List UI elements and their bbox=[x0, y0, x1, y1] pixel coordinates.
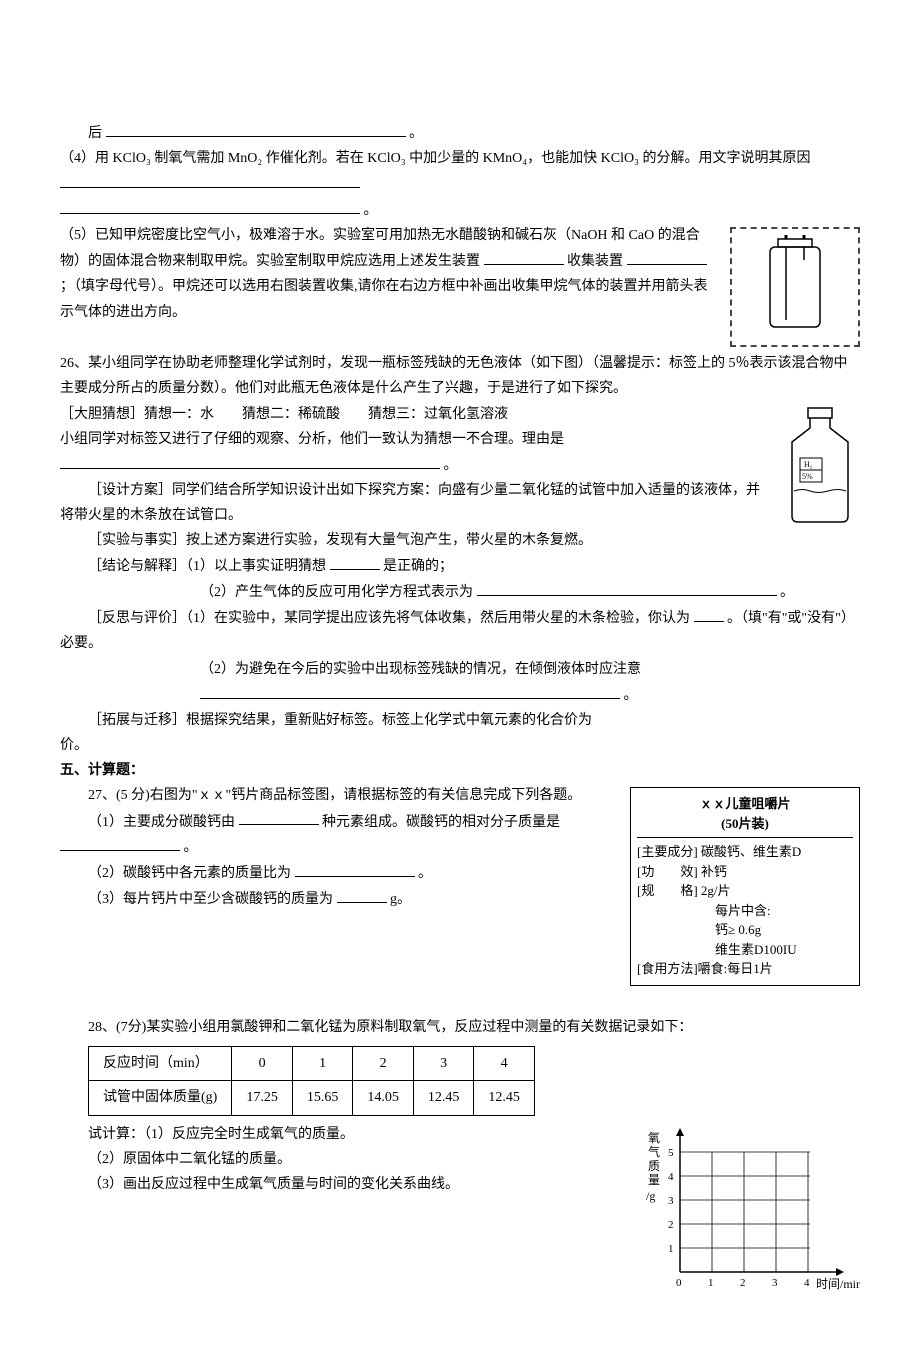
table-cell: 4 bbox=[474, 1047, 535, 1081]
design-scheme: ［设计方案］同学们结合所学知识设计出如下探究方案：向盛有少量二氧化锰的试管中加入… bbox=[60, 478, 860, 528]
table-cell: 14.05 bbox=[353, 1081, 414, 1115]
label-row: [规 格] 2g/片 bbox=[637, 881, 853, 901]
table-cell: 12.45 bbox=[413, 1081, 474, 1115]
table-header: 试管中固体质量(g) bbox=[89, 1081, 232, 1115]
label-row: 维生素D100IU bbox=[637, 940, 853, 960]
table-row: 反应时间（min） 0 1 2 3 4 bbox=[89, 1047, 535, 1081]
text: （2）为避免在今后的实验中出现标签残缺的情况，在倾倒液体时应注意 bbox=[200, 662, 641, 677]
svg-text:5: 5 bbox=[668, 1147, 674, 1159]
svg-text:1: 1 bbox=[668, 1243, 674, 1255]
svg-text:时间/min: 时间/min bbox=[816, 1277, 860, 1291]
text: 收集装置 bbox=[567, 254, 623, 269]
text: 种元素组成。碳酸钙的相对分子质量是 bbox=[322, 814, 560, 829]
drawing-answer-box bbox=[730, 227, 860, 347]
svg-text:/g: /g bbox=[646, 1189, 655, 1203]
blank-graph: 氧 气 质 量 /g 1 2 bbox=[640, 1122, 860, 1302]
text: （2）产生气体的反应可用化学方程式表示为 bbox=[200, 585, 473, 600]
blank bbox=[60, 171, 360, 188]
table-cell: 2 bbox=[353, 1047, 414, 1081]
guess-line: ［大胆猜想］猜想一：水 猜想二：稀硫酸 猜想三：过氧化氢溶液 bbox=[60, 402, 860, 427]
text: 。 bbox=[409, 126, 423, 141]
question-25-tail: 后 。 （4）用 KClO₃ 制氧气需加 MnO₂ 作催化剂。若在 KClO₃ … bbox=[60, 120, 860, 351]
product-title-2: (50片装) bbox=[637, 814, 853, 834]
text: （2）碳酸钙中各元素的质量比为 bbox=[88, 866, 291, 881]
svg-text:4: 4 bbox=[668, 1171, 674, 1183]
text: 。 bbox=[364, 203, 378, 218]
blank bbox=[239, 809, 319, 826]
text: 后 bbox=[88, 126, 102, 141]
svg-text:气: 气 bbox=[648, 1144, 660, 1159]
reagent-bottle-figure: H₂ 5% bbox=[780, 406, 860, 535]
question-28: 28、(7分)某实验小组用氯酸钾和二氧化锰为原料制取氧气，反应过程中测量的有关数… bbox=[60, 1015, 860, 1302]
label-row: [食用方法]嚼食:每日1片 bbox=[637, 959, 853, 979]
blank bbox=[627, 248, 707, 265]
text: g。 bbox=[390, 892, 411, 907]
gas-bottle-icon bbox=[760, 235, 830, 335]
text: 。 bbox=[418, 866, 432, 881]
text: 小组同学对标签又进行了仔细的观察、分析，他们一致认为猜想一不合理。理由是 bbox=[60, 432, 564, 447]
blank bbox=[484, 248, 564, 265]
blank bbox=[200, 682, 620, 699]
table-header: 反应时间（min） bbox=[89, 1047, 232, 1081]
blank bbox=[337, 886, 387, 903]
svg-text:3: 3 bbox=[668, 1195, 674, 1207]
blank bbox=[295, 860, 415, 877]
blank bbox=[694, 605, 724, 622]
table-cell: 17.25 bbox=[232, 1081, 293, 1115]
experiment-fact: ［实验与事实］按上述方案进行实验，发现有大量气泡产生，带火星的木条复燃。 bbox=[60, 528, 860, 553]
text: ；（填字母代号）。甲烷还可以选用右图装置收集,请你在右边方框中补画出收集甲烷气体… bbox=[60, 279, 708, 319]
bottle-label-5pct: 5% bbox=[802, 472, 813, 481]
text: 。 bbox=[444, 458, 458, 473]
bottle-label-h2: H₂ bbox=[804, 460, 813, 469]
reagent-bottle-icon: H₂ 5% bbox=[780, 406, 860, 526]
svg-text:4: 4 bbox=[804, 1277, 810, 1289]
graph-icon: 氧 气 质 量 /g 1 2 bbox=[640, 1122, 860, 1302]
label-row: 钙≥ 0.6g bbox=[637, 920, 853, 940]
blank bbox=[60, 452, 440, 469]
text: （4）用 KClO₃ 制氧气需加 MnO₂ 作催化剂。若在 KClO₃ 中加少量… bbox=[60, 151, 810, 166]
q26-intro: 26、某小组同学在协助老师整理化学试剂时，发现一瓶标签残缺的无色液体（如下图）（… bbox=[60, 351, 860, 401]
q28-intro: 28、(7分)某实验小组用氯酸钾和二氧化锰为原料制取氧气，反应过程中测量的有关数… bbox=[60, 1015, 860, 1040]
text: ［拓展与迁移］根据探究结果，重新贴好标签。标签上化学式中氧元素的化合价为 bbox=[88, 713, 592, 728]
table-cell: 3 bbox=[413, 1047, 474, 1081]
text: ［结论与解释］（1）以上事实证明猜想 bbox=[88, 559, 326, 574]
question-26: 26、某小组同学在协助老师整理化学试剂时，发现一瓶标签残缺的无色液体（如下图）（… bbox=[60, 351, 860, 758]
table-cell: 15.65 bbox=[292, 1081, 353, 1115]
label-row: [功 效] 补钙 bbox=[637, 862, 853, 882]
blank bbox=[60, 197, 360, 214]
svg-text:量: 量 bbox=[648, 1173, 660, 1187]
text: 价。 bbox=[60, 733, 860, 758]
text: 。 bbox=[184, 840, 198, 855]
data-table: 反应时间（min） 0 1 2 3 4 试管中固体质量(g) 17.25 15.… bbox=[88, 1046, 535, 1115]
table-cell: 12.45 bbox=[474, 1081, 535, 1115]
text: （3）每片钙片中至少含碳酸钙的质量为 bbox=[88, 892, 333, 907]
svg-text:1: 1 bbox=[708, 1277, 714, 1289]
question-27: ｘｘ儿童咀嚼片 (50片装) [主要成分] 碳酸钙、维生素D [功 效] 补钙 … bbox=[60, 783, 860, 990]
section-5-title: 五、计算题： bbox=[60, 758, 860, 783]
blank bbox=[477, 579, 777, 596]
table-cell: 1 bbox=[292, 1047, 353, 1081]
table-row: 试管中固体质量(g) 17.25 15.65 14.05 12.45 12.45 bbox=[89, 1081, 535, 1115]
product-title-1: ｘｘ儿童咀嚼片 bbox=[637, 794, 853, 814]
blank bbox=[330, 553, 380, 570]
label-row: [主要成分] 碳酸钙、维生素D bbox=[637, 842, 853, 862]
table-cell: 0 bbox=[232, 1047, 293, 1081]
text: 是正确的； bbox=[383, 559, 453, 574]
svg-text:0: 0 bbox=[676, 1277, 682, 1289]
text: （1）主要成分碳酸钙由 bbox=[88, 814, 235, 829]
label-row: 每片中含: bbox=[637, 901, 853, 921]
svg-text:质: 质 bbox=[648, 1159, 660, 1173]
svg-text:2: 2 bbox=[668, 1219, 674, 1231]
text: ［反思与评价］（1）在实验中，某同学提出应该先将气体收集，然后用带火星的木条检验… bbox=[88, 611, 690, 626]
svg-text:氧: 氧 bbox=[648, 1131, 660, 1145]
product-label-box: ｘｘ儿童咀嚼片 (50片装) [主要成分] 碳酸钙、维生素D [功 效] 补钙 … bbox=[630, 787, 860, 986]
text: 。 bbox=[780, 585, 794, 600]
text: 。 bbox=[624, 688, 638, 703]
svg-text:2: 2 bbox=[740, 1277, 746, 1289]
blank bbox=[106, 120, 406, 137]
svg-text:3: 3 bbox=[772, 1277, 778, 1289]
blank bbox=[60, 834, 180, 851]
